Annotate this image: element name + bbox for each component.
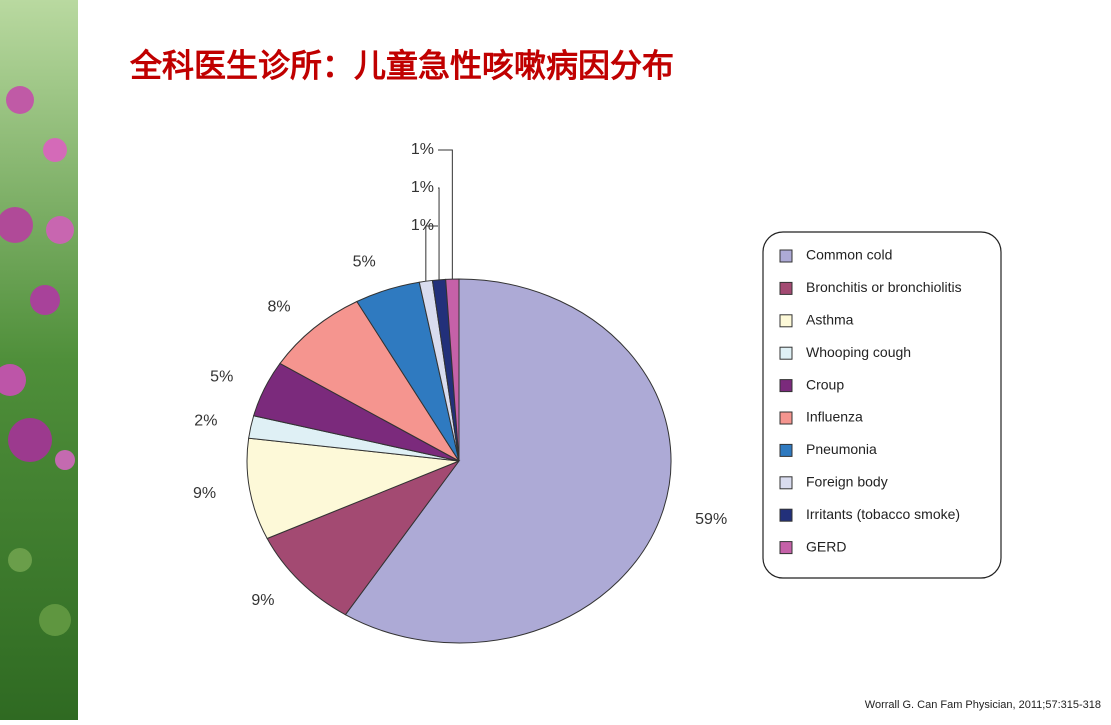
leader-line <box>425 225 438 282</box>
flower-strip <box>0 0 78 720</box>
value-label: 2% <box>194 413 217 430</box>
legend-swatch <box>779 314 793 328</box>
legend-swatch <box>779 443 793 457</box>
legend-label: GERD <box>806 538 846 554</box>
value-label: 9% <box>193 485 216 502</box>
slide-title: 全科医生诊所：儿童急性咳嗽病因分布 <box>129 47 674 83</box>
legend-label: Common cold <box>806 247 892 263</box>
legend-swatch <box>779 249 793 263</box>
legend-label: Bronchitis or bronchiolitis <box>806 279 962 295</box>
legend-box <box>762 231 1002 579</box>
legend-label: Influenza <box>806 409 863 425</box>
value-label: 5% <box>353 254 376 271</box>
legend-swatch <box>779 379 793 393</box>
legend-label: Foreign body <box>806 474 888 490</box>
pie-slice <box>344 278 672 644</box>
legend-label: Croup <box>806 376 844 392</box>
legend-swatch <box>779 281 793 295</box>
pie-slice <box>279 300 460 462</box>
legend-label: Pneumonia <box>806 441 877 457</box>
legend-label: Whooping cough <box>806 344 911 360</box>
value-label: 1% <box>411 217 434 234</box>
legend-swatch <box>779 508 793 522</box>
legend-swatch <box>779 346 793 360</box>
legend-label: Asthma <box>806 312 854 328</box>
value-label: 1% <box>411 141 434 158</box>
pie-slice <box>246 437 460 540</box>
legend-swatch <box>779 411 793 425</box>
legend-label: Irritants (tobacco smoke) <box>806 506 960 522</box>
legend-swatch <box>779 541 793 555</box>
pie-slice <box>266 459 461 616</box>
leader-line <box>438 187 440 280</box>
value-label: 8% <box>268 298 291 315</box>
source: Worrall G. Can Fam Physician, 2011;57:31… <box>865 699 1101 711</box>
value-label: 9% <box>251 592 274 609</box>
leader-line <box>438 149 453 280</box>
legend-swatch <box>779 476 793 490</box>
value-label: 1% <box>411 179 434 196</box>
value-label: 5% <box>210 368 233 385</box>
value-label: 59% <box>695 511 727 528</box>
